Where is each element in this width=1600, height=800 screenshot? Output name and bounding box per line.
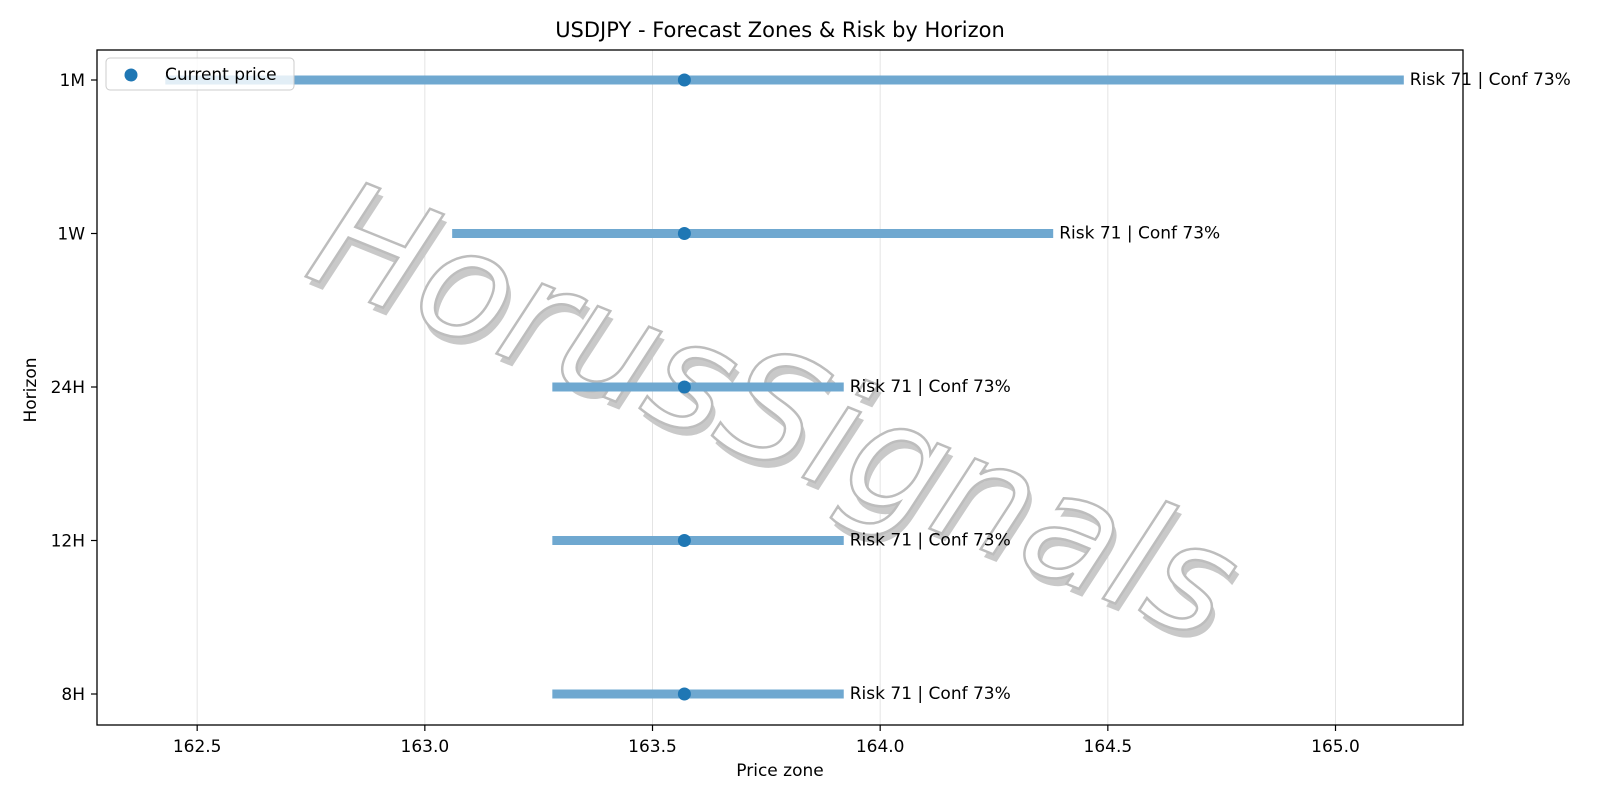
x-tick-label: 164.5 bbox=[1084, 737, 1133, 757]
legend-label: Current price bbox=[165, 65, 277, 85]
zone-bar bbox=[165, 75, 1404, 85]
zone-label: Risk 71 | Conf 73% bbox=[1410, 70, 1571, 90]
zone-bar bbox=[552, 382, 844, 392]
zone-bar bbox=[552, 689, 844, 699]
y-tick-label: 12H bbox=[51, 532, 85, 552]
zone-bar bbox=[552, 536, 844, 545]
zone-label: Risk 71 | Conf 73% bbox=[1059, 224, 1220, 244]
legend: Current price bbox=[105, 57, 295, 91]
x-tick-label: 164.0 bbox=[856, 737, 905, 757]
x-tick-label: 163.0 bbox=[401, 737, 450, 757]
y-tick-label: 24H bbox=[51, 378, 85, 398]
series-layer: Risk 71 | Conf 73% Risk 71 | Conf 73% Risk… bbox=[165, 70, 1571, 704]
chart-title: USDJPY - Forecast Zones & Risk by Horizo… bbox=[555, 18, 1005, 42]
legend-box bbox=[105, 57, 295, 91]
current-price-point bbox=[677, 534, 691, 547]
x-axis: 162.5 163.0 163.5 164.0 164.5 165.0 bbox=[173, 725, 1360, 757]
x-axis-title: Price zone bbox=[736, 761, 823, 781]
x-tick-label: 163.5 bbox=[628, 737, 677, 757]
zone-label: Risk 71 | Conf 73% bbox=[850, 377, 1011, 397]
current-price-point bbox=[677, 687, 691, 701]
x-tick-label: 165.0 bbox=[1311, 737, 1360, 757]
zone-bar bbox=[452, 229, 1054, 238]
current-price-point bbox=[677, 227, 691, 240]
y-tick-label: 1M bbox=[60, 71, 85, 91]
y-tick-label: 8H bbox=[61, 685, 85, 705]
zone-label: Risk 71 | Conf 73% bbox=[850, 531, 1011, 551]
y-tick-label: 1W bbox=[57, 225, 85, 245]
y-axis: 1M 1W 24H 12H 8H bbox=[51, 71, 97, 705]
current-price-point bbox=[677, 380, 691, 394]
y-axis-title: Horizon bbox=[21, 358, 41, 423]
x-tick-label: 162.5 bbox=[173, 737, 222, 757]
current-price-point bbox=[677, 73, 691, 87]
zone-label: Risk 71 | Conf 73% bbox=[850, 684, 1011, 704]
legend-marker bbox=[124, 68, 138, 82]
